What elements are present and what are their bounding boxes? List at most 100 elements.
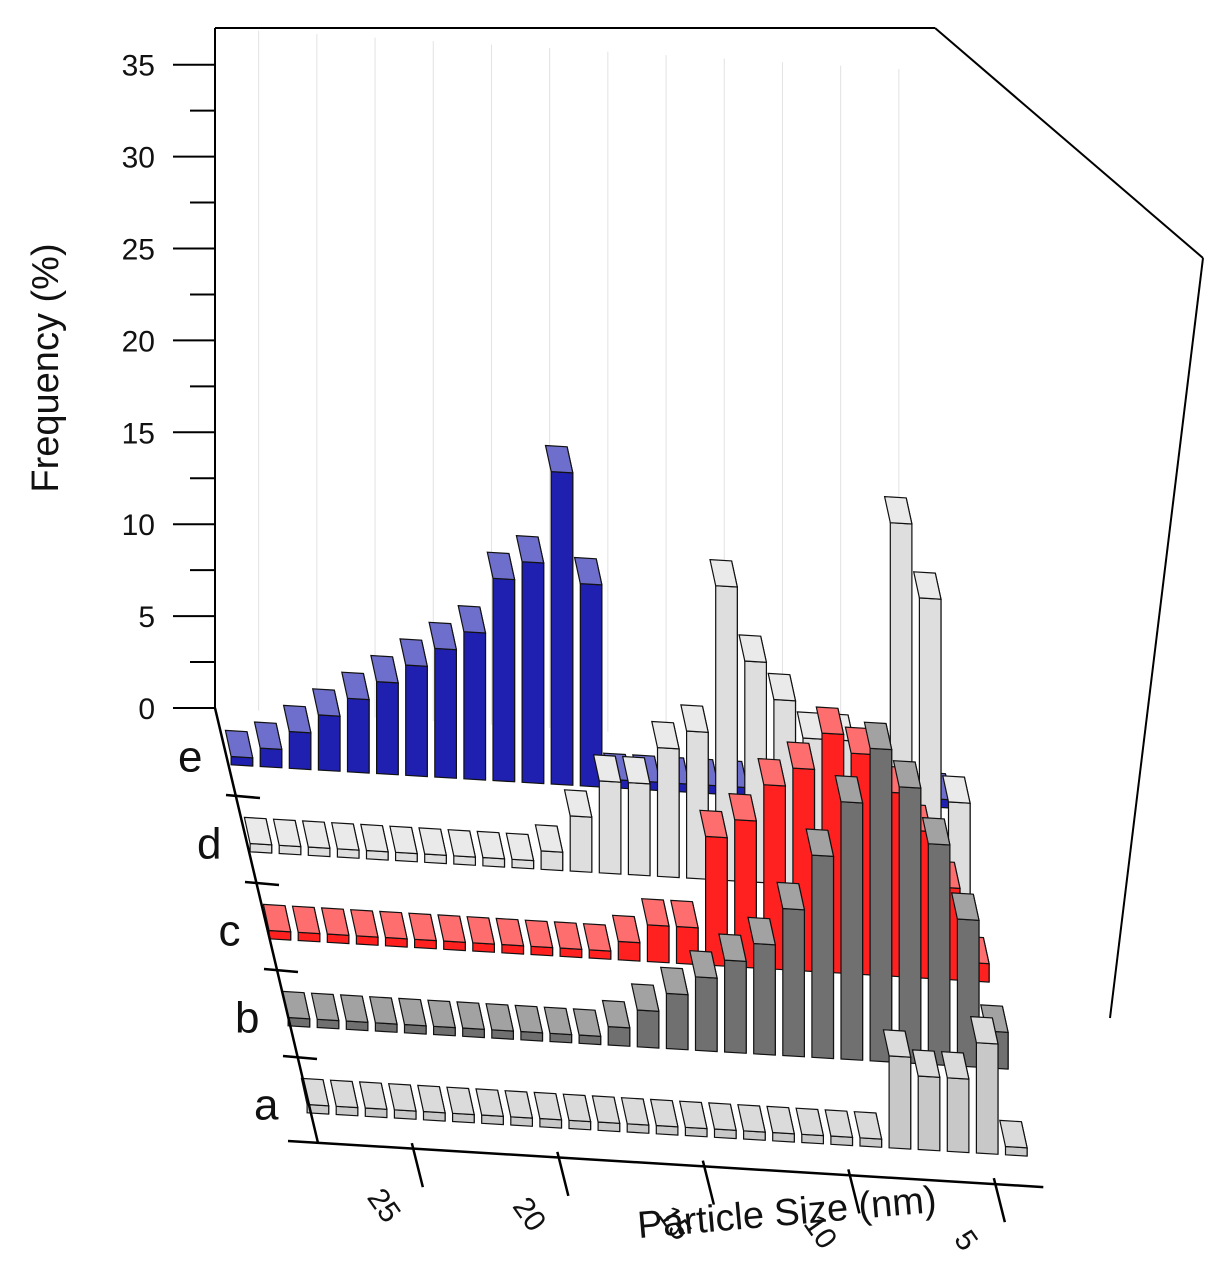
bar-front-face [947, 1078, 969, 1153]
bar-front-face [260, 748, 282, 768]
bar-top-face [681, 705, 708, 732]
bar-front-face [570, 816, 592, 872]
bar-front-face [687, 731, 709, 879]
bar-a-12nm [767, 1106, 794, 1142]
bar-c-21nm [467, 917, 494, 953]
bar-top-face [768, 673, 795, 700]
bar-front-face [870, 748, 892, 1062]
y-tick-label: 5 [138, 601, 155, 634]
bar-a-11nm [796, 1108, 823, 1144]
bar-top-face [565, 790, 592, 817]
bar-c-16nm [613, 915, 640, 961]
bar-top-face [342, 672, 369, 699]
bar-top-face [573, 1009, 600, 1036]
bar-front-face [666, 993, 688, 1049]
series-label-e: e [178, 733, 202, 782]
bar-top-face [390, 826, 417, 853]
bar-b-20nm [515, 1005, 542, 1041]
bar-e-22nm [400, 639, 427, 777]
bar-d-26nm [303, 821, 330, 857]
bar-top-face [885, 497, 912, 524]
bar-top-face [603, 1001, 630, 1028]
bar-c-27nm [293, 906, 320, 942]
bar-e-26nm [284, 705, 311, 769]
series-label-a: a [254, 1081, 279, 1130]
bar-e-16nm [575, 558, 602, 788]
y-tick-label: 20 [122, 325, 155, 358]
bar-d-23nm [390, 826, 417, 862]
bar-top-face [418, 1085, 445, 1112]
bar-top-face [428, 1000, 455, 1027]
bar-d-15nm [623, 757, 650, 876]
bar-a-21nm [505, 1091, 532, 1127]
bar-top-face [739, 635, 766, 662]
bar-top-face [710, 560, 737, 587]
bar-d-21nm [448, 830, 475, 866]
bar-front-face [435, 648, 457, 778]
bar-e-25nm [313, 689, 340, 772]
bar-top-face [496, 918, 523, 945]
bar-top-face [632, 984, 659, 1011]
bar-c-18nm [554, 922, 581, 958]
bar-c-19nm [525, 920, 552, 956]
bar-front-face [696, 977, 718, 1052]
y-tick-label: 15 [122, 417, 155, 450]
bar-c-26nm [322, 908, 349, 944]
bar-top-face [709, 1103, 736, 1130]
bar-a-25nm [389, 1084, 416, 1120]
bar-top-face [458, 606, 485, 633]
bar-d-27nm [274, 819, 301, 855]
bar-b-19nm [544, 1007, 571, 1043]
back-wall-gridlines [259, 31, 899, 750]
series-separator-tick [264, 969, 298, 972]
bar-b-23nm [428, 1000, 455, 1036]
bar-c-24nm [380, 911, 407, 947]
y-tick-label: 0 [138, 693, 155, 726]
bar-top-face [303, 821, 330, 848]
bar-b-13nm [719, 934, 746, 1053]
bar-top-face [563, 1094, 590, 1121]
bar-front-face [599, 781, 621, 874]
bar-c-17nm [584, 924, 611, 960]
bar-top-face [351, 910, 378, 937]
bar-series [225, 446, 1027, 1157]
bar-front-face [493, 578, 515, 782]
bar-top-face [360, 1082, 387, 1109]
bar-top-face [738, 1105, 765, 1132]
side-front-edge [1110, 258, 1203, 1018]
bar-b-16nm [632, 984, 659, 1048]
bar-top-face [914, 572, 941, 599]
bar-front-face [541, 851, 563, 871]
bar-top-face [592, 1096, 619, 1123]
bar-c-22nm [438, 915, 465, 951]
bar-top-face [642, 899, 669, 926]
bar-top-face [854, 1112, 881, 1139]
bar-e-28nm [225, 730, 252, 766]
bar-d-24nm [361, 824, 388, 860]
bar-top-face [438, 915, 465, 942]
bar-top-face [255, 722, 282, 749]
series-label-b: b [235, 994, 259, 1043]
x-axis-title: Particle Size (nm) [636, 1179, 938, 1247]
bar-b-21nm [486, 1004, 513, 1040]
bar-top-face [516, 536, 543, 563]
bar-e-24nm [342, 672, 369, 773]
bar-top-face [448, 830, 475, 857]
bar-front-face [406, 665, 428, 777]
bar-front-face [377, 682, 399, 775]
bar-d-25nm [332, 823, 359, 859]
x-tick-label: 5 [947, 1224, 984, 1257]
bar-front-face [628, 783, 650, 876]
bar-b-14nm [690, 951, 717, 1052]
bar-a-16nm [651, 1099, 678, 1135]
series-separator-tick [245, 882, 279, 885]
bar-d-16nm [594, 755, 621, 874]
bar-top-face [361, 824, 388, 851]
bar-front-face [957, 919, 979, 1067]
bar-e-27nm [255, 722, 282, 768]
bar-a-20nm [534, 1092, 561, 1128]
bar-front-face [608, 1027, 630, 1047]
